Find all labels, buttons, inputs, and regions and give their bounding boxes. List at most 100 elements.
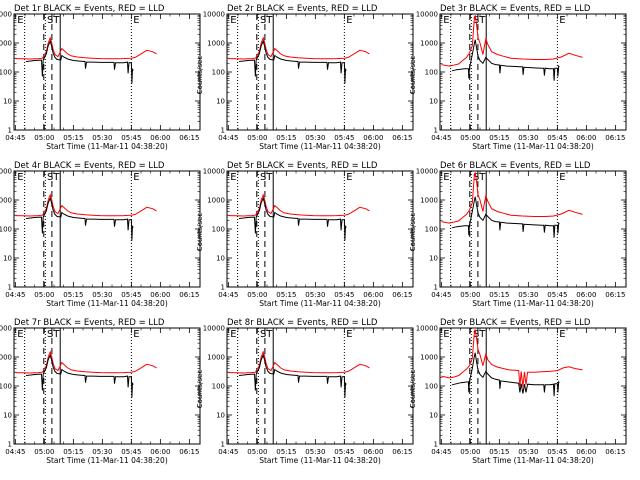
flag-letter: E	[17, 172, 23, 183]
x-tick-label: 06:15	[392, 291, 412, 299]
y-tick-label: 10	[216, 255, 225, 263]
x-tick-label: 05:15	[489, 291, 509, 299]
y-tick-label: 10	[429, 255, 438, 263]
panel-title: Det 1r BLACK = Events, RED = LLD	[14, 4, 165, 14]
x-tick-label: 05:45	[334, 134, 354, 142]
flag-letter: S	[260, 172, 266, 183]
y-tick-label: 1000	[207, 40, 225, 48]
x-tick-label: 05:00	[247, 134, 267, 142]
events-series-line	[451, 196, 560, 238]
flag-letter: E	[559, 172, 565, 183]
x-tick-label: 05:00	[34, 134, 54, 142]
y-tick-label: 100	[425, 383, 438, 391]
x-tick-label: 06:15	[179, 134, 199, 142]
x-axis-label: Start Time (11-Mar-11 04:38:20)	[472, 299, 594, 308]
y-tick-label: 1000	[0, 197, 12, 205]
x-tick-label: 06:00	[576, 448, 596, 456]
x-tick-label: 05:30	[518, 291, 538, 299]
events-series-line	[25, 39, 134, 84]
y-tick-label: 1000	[0, 354, 12, 362]
x-tick-label: 05:30	[518, 134, 538, 142]
x-tick-label: 05:15	[63, 134, 83, 142]
flag-letter: E	[559, 15, 565, 26]
y-tick-label: 10	[429, 412, 438, 420]
events-series-line	[238, 196, 347, 241]
y-tick-label: 1	[221, 441, 225, 449]
x-tick-label: 06:15	[392, 134, 412, 142]
x-tick-label: 05:15	[489, 134, 509, 142]
flag-letter: E	[230, 329, 236, 340]
flag-letter: E	[346, 15, 352, 26]
panel-det-7: Det 7r BLACK = Events, RED = LLD 1 10 100 10…	[0, 318, 201, 465]
x-axis-label: Start Time (11-Mar-11 04:38:20)	[259, 299, 381, 308]
series-group	[15, 193, 157, 241]
panel-det-5: Det 5r BLACK = Events, RED = LLD 1 10 100 10…	[196, 161, 414, 308]
flag-letter: T	[52, 329, 60, 340]
y-tick-label: 10	[3, 412, 12, 420]
x-tick-label: 05:00	[460, 291, 480, 299]
flag-letter: S	[47, 329, 53, 340]
x-tick-label: 05:45	[547, 291, 567, 299]
y-tick-label: 1	[434, 284, 438, 292]
flag-letter: T	[265, 15, 273, 26]
flag-letter: E	[133, 172, 139, 183]
events-series-line	[25, 353, 134, 398]
panel-title: Det 6r BLACK = Events, RED = LLD	[440, 161, 591, 171]
panel-det-6: Det 6r BLACK = Events, RED = LLD 1 10 100 10…	[409, 161, 627, 308]
lld-series-line	[15, 36, 157, 60]
lld-series-line	[228, 193, 370, 217]
x-tick-label: 06:15	[605, 448, 625, 456]
y-tick-label: 10	[429, 98, 438, 106]
y-tick-label: 100	[212, 226, 225, 234]
y-tick-label: 1000	[420, 40, 438, 48]
x-tick-label: 05:45	[547, 448, 567, 456]
x-tick-label: 05:45	[121, 134, 141, 142]
y-tick-label: 10000	[0, 325, 12, 333]
y-tick-label: 1	[434, 127, 438, 135]
x-tick-label: 05:00	[460, 448, 480, 456]
x-tick-label: 05:00	[34, 291, 54, 299]
x-tick-label: 05:15	[63, 291, 83, 299]
x-tick-label: 05:30	[92, 448, 112, 456]
panel-title: Det 9r BLACK = Events, RED = LLD	[440, 318, 591, 328]
x-tick-label: 05:15	[276, 448, 296, 456]
lld-series-line	[15, 350, 157, 374]
x-tick-label: 04:45	[218, 134, 238, 142]
panel-title: Det 3r BLACK = Events, RED = LLD	[440, 4, 591, 14]
x-tick-label: 05:30	[92, 134, 112, 142]
y-tick-label: 1	[8, 284, 12, 292]
x-tick-label: 05:30	[92, 291, 112, 299]
x-axis-label: Start Time (11-Mar-11 04:38:20)	[472, 456, 594, 465]
y-tick-label: 1000	[207, 354, 225, 362]
x-tick-label: 05:45	[334, 291, 354, 299]
x-axis-label: Start Time (11-Mar-11 04:38:20)	[46, 142, 168, 151]
y-tick-label: 10	[216, 412, 225, 420]
y-tick-label: 10000	[203, 168, 225, 176]
y-tick-label: 10	[216, 98, 225, 106]
x-tick-label: 05:15	[276, 291, 296, 299]
x-tick-label: 05:00	[247, 448, 267, 456]
plot-frame	[439, 170, 627, 288]
x-axis-label: Start Time (11-Mar-11 04:38:20)	[46, 299, 168, 308]
y-axis-label: Counts/sec	[409, 56, 417, 95]
series-group	[441, 329, 583, 397]
y-tick-label: 1	[434, 441, 438, 449]
y-tick-label: 10000	[203, 325, 225, 333]
y-tick-label: 100	[0, 226, 12, 234]
flag-letter: E	[559, 329, 565, 340]
lld-series-line	[228, 36, 370, 60]
x-axis-label: Start Time (11-Mar-11 04:38:20)	[46, 456, 168, 465]
series-group	[228, 350, 370, 398]
flag-letter: T	[265, 172, 273, 183]
flag-letter: S	[260, 329, 266, 340]
x-tick-label: 06:15	[179, 448, 199, 456]
x-tick-label: 06:15	[605, 134, 625, 142]
flag-letter: E	[346, 172, 352, 183]
y-tick-label: 1	[8, 441, 12, 449]
plot-frame	[439, 327, 627, 445]
x-tick-label: 06:00	[363, 448, 383, 456]
y-tick-label: 1000	[0, 40, 12, 48]
x-tick-label: 06:15	[392, 448, 412, 456]
x-tick-label: 06:00	[363, 291, 383, 299]
x-tick-label: 05:30	[305, 134, 325, 142]
